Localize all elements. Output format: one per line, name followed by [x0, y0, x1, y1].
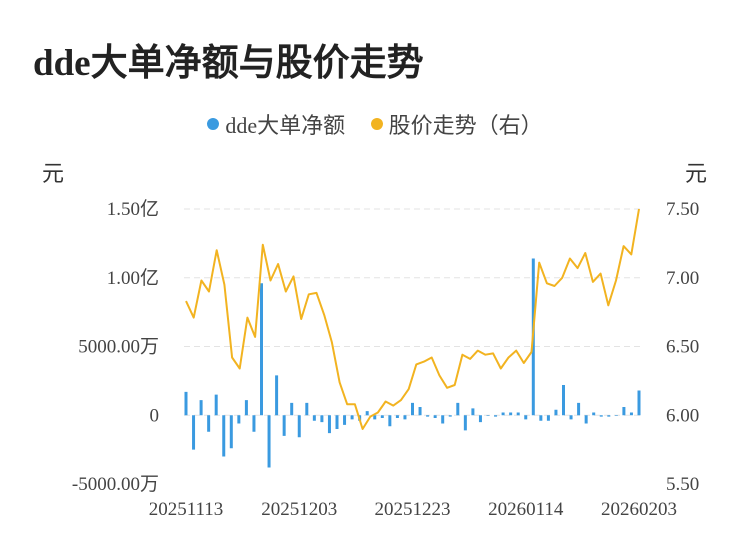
dde-bar [463, 415, 467, 431]
y-right-tick-label: 6.00 [666, 405, 699, 426]
dde-bar [192, 415, 196, 450]
dde-bar [199, 400, 203, 416]
dde-bar [501, 412, 505, 416]
dde-bar [403, 415, 407, 420]
dde-bar [252, 415, 256, 432]
dde-bar [373, 415, 377, 420]
dde-bar [275, 375, 279, 416]
dde-bar [305, 402, 309, 416]
dde-bar [554, 409, 558, 416]
dde-bar [388, 415, 392, 427]
dde-bar [380, 415, 384, 418]
x-tick-label: 20251113 [149, 499, 224, 520]
y-right-tick-label: 5.50 [666, 474, 699, 495]
x-tick-label: 20260114 [488, 499, 564, 520]
dde-bar [327, 415, 331, 434]
dde-bar [637, 390, 641, 416]
dde-bar [335, 415, 339, 429]
dde-bar [312, 415, 316, 421]
dde-bar [267, 415, 271, 468]
y-left-tick-label: -5000.00万 [72, 474, 159, 495]
x-tick-label: 20251203 [261, 499, 337, 520]
left-axis-unit: 元 [42, 161, 65, 186]
dde-bar [516, 412, 520, 416]
y-right-tick-label: 7.50 [666, 199, 699, 220]
dde-bar [214, 394, 218, 416]
dde-bar [290, 402, 294, 416]
dde-bar [207, 415, 211, 432]
dde-bar [343, 415, 347, 425]
dde-bar [569, 415, 573, 420]
legend-label-dde: dde大单净额 [225, 113, 346, 138]
y-left-tick-label: 1.00亿 [107, 267, 159, 289]
x-tick-label: 20251223 [375, 499, 451, 520]
dde-bar [411, 402, 414, 416]
dde-bar [562, 385, 565, 416]
dde-bar [607, 415, 611, 417]
dde-bar [494, 415, 498, 417]
x-tick-label: 20260203 [601, 499, 677, 520]
dde-bar [184, 391, 188, 416]
legend-item-dde[interactable]: dde大单净额 [207, 108, 345, 140]
dde-bar [395, 415, 399, 418]
dde-bar [456, 402, 460, 416]
legend-marker-price [370, 118, 383, 130]
dde-bar [260, 283, 263, 416]
legend: dde大单净额 股价走势（右） [0, 108, 750, 140]
dde-bar [282, 415, 286, 436]
dde-bar [297, 415, 301, 438]
dde-bar [524, 415, 528, 420]
y-left-tick-label: 0 [150, 405, 160, 426]
dde-bar [622, 407, 626, 416]
y-left-tick-label: 5000.00万 [78, 337, 159, 358]
dde-bar [599, 415, 603, 417]
legend-marker-dde [207, 118, 220, 130]
dde-bar [471, 408, 475, 416]
dde-bar [592, 412, 596, 416]
dde-bar [478, 415, 482, 423]
legend-label-price: 股价走势（右） [388, 113, 543, 138]
price-line [185, 208, 640, 430]
dde-bar [320, 415, 324, 423]
dde-bar [244, 400, 248, 416]
dde-bar [539, 415, 543, 421]
legend-item-price[interactable]: 股价走势（右） [370, 108, 543, 140]
y-right-tick-label: 7.00 [666, 268, 699, 289]
y-right-tick-label: 6.50 [666, 337, 699, 358]
dde-bar [509, 412, 513, 416]
dde-bar [441, 415, 445, 424]
dde-bar [237, 415, 241, 424]
dde-bar [418, 407, 422, 416]
dde-bar [365, 411, 369, 416]
dde-bar [433, 415, 437, 418]
right-axis-unit: 元 [685, 161, 708, 186]
dde-bar [629, 412, 633, 416]
y-left-tick-label: 1.50亿 [107, 198, 159, 220]
dde-bar [229, 415, 233, 449]
dde-bar [448, 415, 452, 417]
dde-bar [426, 415, 430, 417]
chart-title: dde大单净额与股价走势 [33, 43, 424, 84]
dde-bar [222, 415, 226, 457]
dde-bar [584, 415, 588, 424]
dde-bar [546, 415, 550, 421]
dde-bar [577, 402, 581, 416]
dde-bar [614, 415, 618, 416]
dde-bar [486, 415, 490, 416]
dde-bar [350, 415, 354, 420]
